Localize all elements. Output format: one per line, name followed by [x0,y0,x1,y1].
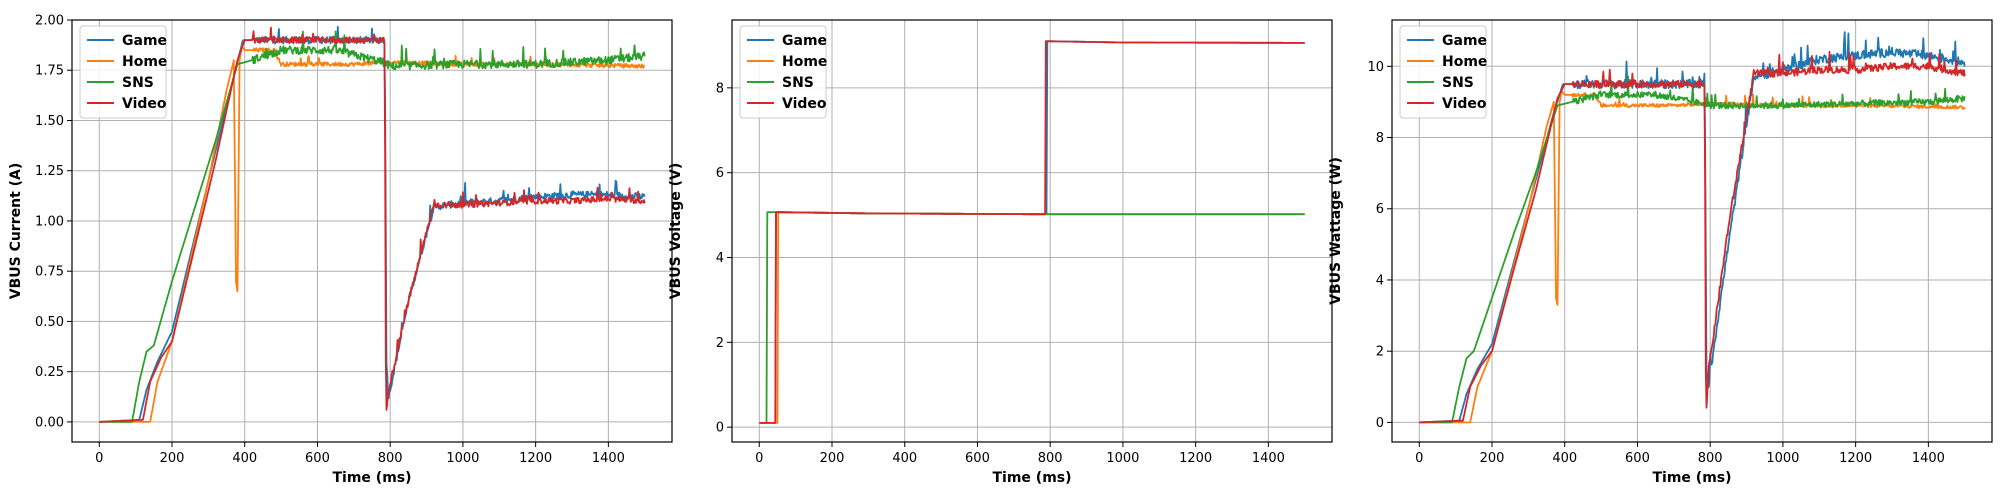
legend-label-sns: SNS [122,75,154,91]
y-tick-label: 0.00 [35,415,64,430]
x-tick-label: 1200 [1179,451,1212,466]
y-tick-label: 0.75 [35,265,64,280]
legend-label-sns: SNS [1442,75,1474,91]
legend-box [739,25,827,119]
axes-frame [1391,19,1993,443]
chart-wattage: 0 200 400 600 800 1000 1200 1400 0 2 4 6 8 10 Time (ms… [1328,19,1993,486]
legend-label-sns: SNS [782,75,814,91]
legend: Game Home SNS Video [79,25,167,119]
x-tick-label: 200 [820,451,845,466]
y-tick-label: 2 [716,336,724,351]
y-tick-label: 1.00 [35,214,64,229]
x-tick-label: 0 [95,451,103,466]
x-axis-label: Time (ms) [1652,470,1731,486]
x-tick-label: 1400 [592,451,625,466]
x-tick-label: 800 [378,451,403,466]
legend-box [1399,25,1487,119]
x-tick-label: 1000 [446,451,479,466]
x-tick-label: 800 [1698,451,1723,466]
x-tick-label: 400 [232,451,257,466]
y-tick-label: 4 [1376,273,1384,288]
x-axis-label: Time (ms) [332,470,411,486]
x-tick-label: 1400 [1912,451,1945,466]
y-tick-label: 10 [1367,60,1384,75]
y-tick-label: 0.50 [35,315,64,330]
axes-frame [71,19,673,443]
y-tick-label: 8 [1376,131,1384,146]
series-line-video [1419,51,1966,424]
y-tick-label: 4 [716,251,724,266]
series-line-game [99,25,646,423]
series-line-video [759,40,1305,424]
x-tick-label: 600 [305,451,330,466]
legend-label-home: Home [1442,54,1487,70]
series-group-current [99,25,646,423]
legend-label-game: Game [122,33,167,49]
y-tick-label: 0 [1376,416,1384,431]
x-axis-label: Time (ms) [992,470,1071,486]
y-tick-label: 0.25 [35,365,64,380]
y-tick-label: 1.50 [35,114,64,129]
y-tick-label: 8 [716,81,724,96]
legend-label-game: Game [1442,33,1487,49]
legend-label-video: Video [782,96,827,112]
legend-label-game: Game [782,33,827,49]
legend-label-home: Home [782,54,827,70]
x-tick-label: 800 [1038,451,1063,466]
legend-label-home: Home [122,54,167,70]
x-tick-label: 1400 [1252,451,1285,466]
x-tick-label: 1000 [1106,451,1139,466]
x-tick-label: 1200 [519,451,552,466]
x-tick-label: 400 [1552,451,1577,466]
x-tick-label: 0 [755,451,763,466]
y-axis-label: VBUS Current (A) [8,163,24,300]
x-tick-label: 200 [1480,451,1505,466]
chart-current: 0 200 400 600 800 1000 1200 1400 0.00 0.25 0.50 0.7… [8,14,673,486]
x-tick-label: 600 [965,451,990,466]
x-tick-label: 1000 [1766,451,1799,466]
series-line-sns [99,30,646,423]
y-tick-label: 2 [1376,345,1384,360]
x-tick-label: 600 [1625,451,1650,466]
series-line-sns [1419,75,1966,424]
x-tick-label: 0 [1415,451,1423,466]
series-line-game [1419,31,1966,424]
x-tick-label: 400 [892,451,917,466]
legend-label-video: Video [1442,96,1487,112]
y-tick-label: 0 [716,421,724,436]
y-tick-label: 2.00 [35,14,64,29]
series-group-voltage [759,40,1305,424]
legend: Game Home SNS Video [1399,25,1487,119]
series-group-wattage [1419,31,1966,424]
y-axis-label: VBUS Voltage (V) [668,163,684,299]
axes-frame [731,19,1333,443]
x-tick-label: 1200 [1839,451,1872,466]
legend: Game Home SNS Video [739,25,827,119]
y-tick-label: 1.75 [35,64,64,79]
y-axis-label: VBUS Wattage (W) [1328,157,1344,305]
x-tick-label: 200 [160,451,185,466]
series-line-video [99,26,646,423]
y-tick-label: 6 [1376,202,1384,217]
y-tick-label: 6 [716,166,724,181]
y-tick-label: 1.25 [35,164,64,179]
legend-label-video: Video [122,96,167,112]
legend-box [79,25,167,119]
chart-voltage: 0 200 400 600 800 1000 1200 1400 0 2 4 6 8 Time (ms) V… [668,19,1333,486]
